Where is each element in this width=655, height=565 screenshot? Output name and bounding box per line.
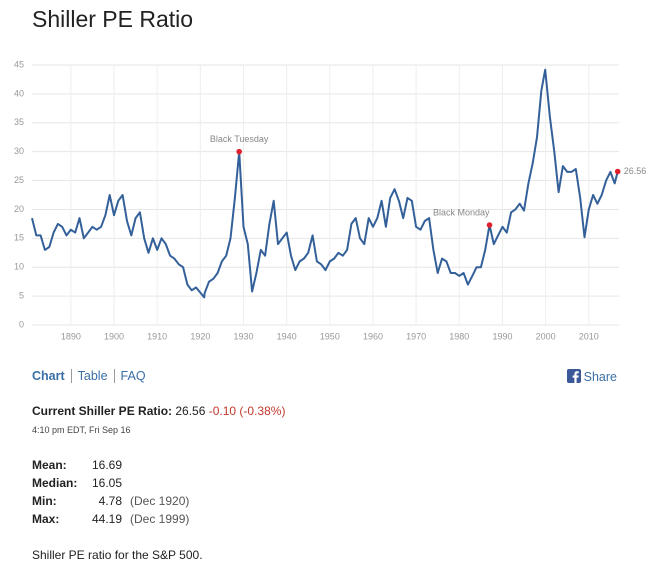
chart: 0 5 10 15 20 25 30 35 40 45 1890 1900 1910 1920 1930 19… bbox=[14, 59, 647, 341]
x-tick-label: 1990 bbox=[492, 331, 512, 341]
stat-value: 4.78 bbox=[98, 494, 122, 508]
x-tick-label: 1980 bbox=[449, 331, 469, 341]
stat-value: 44.19 bbox=[91, 512, 122, 526]
annotation-label: 26.56 bbox=[624, 166, 647, 176]
current-value: Current Shiller PE Ratio: 26.56 -0.10 (-… bbox=[32, 404, 285, 418]
y-tick-label: 5 bbox=[19, 290, 24, 300]
stat-date: (Dec 1999) bbox=[130, 512, 190, 526]
stat-row: Mean: 16.69 bbox=[32, 458, 122, 472]
share-label: Share bbox=[583, 370, 617, 384]
current-label: Current Shiller PE Ratio: bbox=[32, 404, 173, 418]
tab-bar: Chart Table FAQ bbox=[32, 369, 152, 383]
x-tick-label: 1930 bbox=[233, 331, 253, 341]
page-title: Shiller PE Ratio bbox=[32, 6, 194, 32]
y-tick-label: 15 bbox=[14, 233, 24, 243]
y-tick-label: 30 bbox=[14, 146, 24, 156]
tab[interactable]: FAQ bbox=[113, 369, 152, 383]
stat-row: Min: 4.78 (Dec 1920) bbox=[32, 494, 189, 508]
x-tick-label: 1950 bbox=[320, 331, 340, 341]
current-number: 26.56 bbox=[175, 404, 206, 418]
annotation-marker bbox=[614, 168, 621, 175]
x-tick-label: 1970 bbox=[406, 331, 426, 341]
annotation-marker bbox=[486, 222, 493, 228]
footer-note: Shiller PE ratio for the S&P 500. bbox=[32, 548, 203, 562]
y-tick-label: 10 bbox=[14, 262, 24, 272]
x-tick-label: 1960 bbox=[363, 331, 383, 341]
y-tick-label: 45 bbox=[14, 59, 24, 69]
x-tick-label: 1890 bbox=[61, 331, 81, 341]
stat-value: 16.05 bbox=[91, 476, 122, 490]
x-tick-label: 2000 bbox=[536, 331, 556, 341]
y-tick-label: 25 bbox=[14, 175, 24, 185]
x-tick-label: 1900 bbox=[104, 331, 124, 341]
x-tick-label: 1940 bbox=[277, 331, 297, 341]
facebook-icon bbox=[566, 369, 581, 383]
stat-row: Max: 44.19 (Dec 1999) bbox=[32, 512, 189, 526]
stat-row: Median: 16.05 bbox=[32, 476, 122, 490]
tab[interactable]: Table bbox=[70, 369, 114, 383]
y-tick-label: 0 bbox=[19, 319, 24, 329]
stat-label: Max: bbox=[32, 512, 60, 526]
stat-label: Median: bbox=[32, 476, 78, 490]
stat-label: Mean: bbox=[32, 458, 67, 472]
annotation-label: Black Tuesday bbox=[210, 134, 269, 144]
stat-value: 16.69 bbox=[91, 458, 122, 472]
data-line bbox=[31, 68, 619, 299]
timestamp: 4:10 pm EDT, Fri Sep 16 bbox=[32, 425, 131, 435]
tab[interactable]: Chart bbox=[32, 369, 65, 383]
x-tick-label: 1910 bbox=[147, 331, 167, 341]
y-tick-label: 35 bbox=[14, 117, 24, 127]
share-button[interactable]: Share bbox=[566, 369, 617, 384]
y-tick-label: 40 bbox=[14, 88, 24, 98]
current-change: -0.10 (-0.38%) bbox=[208, 404, 286, 418]
x-tick-label: 2010 bbox=[579, 331, 599, 341]
annotation-marker bbox=[236, 148, 242, 155]
y-tick-label: 20 bbox=[14, 204, 24, 214]
stat-label: Min: bbox=[32, 494, 57, 508]
annotation-label: Black Monday bbox=[433, 207, 490, 217]
stat-date: (Dec 1920) bbox=[130, 494, 190, 508]
x-tick-label: 1920 bbox=[190, 331, 210, 341]
